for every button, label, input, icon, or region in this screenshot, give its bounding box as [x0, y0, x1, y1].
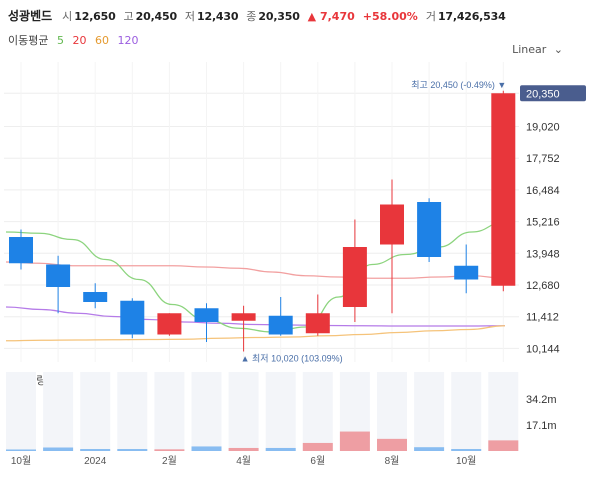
scale-mode: Linear	[512, 43, 547, 56]
y-tick-label: 11,412	[526, 312, 559, 324]
volume-bg	[80, 372, 111, 451]
volume-tick-label: 17.1m	[526, 420, 557, 432]
stock-header: 성광벤드 시 12,650 고 20,450 저 12,430 종 20,350…	[8, 7, 514, 25]
volume-bg	[377, 372, 407, 451]
ma20-line	[5, 261, 506, 279]
candle-body	[380, 204, 404, 245]
y-tick-label: 12,680	[526, 280, 560, 292]
candle-body	[305, 313, 330, 334]
volume-bg	[154, 372, 185, 451]
last-price-tag	[520, 85, 586, 102]
volume-bg	[117, 372, 148, 451]
volume-bar	[265, 447, 296, 451]
x-tick-label: 4월	[236, 455, 251, 467]
ma60-label: 60	[94, 34, 109, 47]
volume-bg	[228, 372, 259, 451]
high-annotation: 최고 20,450 (-0.49%) ▼	[411, 80, 506, 90]
low-price: 12,430	[197, 10, 239, 23]
volume-bar	[302, 442, 333, 451]
ma5-label: 5	[56, 34, 64, 47]
volume-bg	[302, 372, 333, 451]
scale-dropdown[interactable]: Linear ⌄	[512, 43, 563, 56]
volume-bg	[265, 372, 296, 451]
candle-body	[231, 313, 256, 321]
volume-bg	[43, 372, 74, 451]
y-tick-label: 13,948	[526, 248, 560, 260]
volume-bar	[451, 449, 482, 451]
ma120-line	[5, 306, 506, 327]
volume-bar	[6, 449, 36, 451]
price-change: ▲ 7,470	[307, 10, 355, 23]
volume-bg	[451, 372, 482, 451]
ma-title: 이동평균	[8, 34, 49, 47]
candle-body	[491, 93, 516, 286]
volume-bar	[339, 431, 370, 451]
open-price: 12,650	[74, 10, 116, 23]
volume-label: 거	[425, 10, 436, 23]
y-tick-label: 17,752	[526, 153, 560, 165]
close-price: 20,350	[258, 10, 300, 23]
y-tick-label: 10,144	[526, 343, 560, 355]
volume-bg	[6, 372, 36, 451]
volume-bar	[377, 438, 407, 451]
high-label: 고	[123, 10, 134, 23]
volume-bar	[488, 440, 519, 451]
candle-body	[157, 313, 182, 335]
candle-body	[83, 292, 108, 302]
moving-average-legend[interactable]: 이동평균 5 20 60 120	[8, 32, 143, 48]
high-price: 20,450	[135, 10, 177, 23]
x-tick-label: 10월	[11, 455, 31, 467]
candle-body	[268, 315, 293, 335]
volume-bg	[488, 372, 519, 451]
candle-body	[194, 308, 219, 322]
candle-body	[342, 247, 367, 307]
ma20-label: 20	[72, 34, 87, 47]
ma60-line	[5, 325, 506, 342]
y-tick-label: 16,484	[526, 185, 560, 197]
x-tick-label: 2월	[162, 455, 177, 467]
candle-body	[46, 264, 71, 287]
x-tick-label: 10월	[456, 455, 476, 467]
candle-body	[417, 202, 442, 257]
price-change-pct: +58.00%	[362, 10, 418, 23]
close-label: 종	[246, 10, 257, 23]
y-tick-label: 15,216	[526, 217, 560, 229]
y-tick-label: 20,350	[526, 88, 560, 100]
candle-body	[120, 300, 145, 335]
candle-body	[454, 265, 479, 280]
volume-bar	[228, 447, 259, 451]
volume-bg	[414, 372, 445, 451]
stock-name: 성광벤드	[8, 9, 53, 23]
ma120-label: 120	[117, 34, 139, 47]
volume-bar	[191, 446, 222, 451]
y-tick-label: 19,020	[526, 122, 560, 134]
low-label: 저	[184, 10, 196, 23]
volume-value: 17,426,534	[437, 10, 506, 23]
volume-bar	[154, 449, 185, 451]
x-tick-label: 6월	[310, 455, 325, 467]
volume-bg	[191, 372, 222, 451]
volume-bar	[43, 447, 74, 451]
chevron-down-icon: ⌄	[553, 43, 563, 56]
candle-body	[9, 237, 33, 264]
open-label: 시	[62, 10, 73, 23]
volume-bar	[80, 449, 111, 451]
x-tick-label: 8월	[385, 455, 400, 467]
volume-bar	[117, 449, 148, 451]
volume-bar	[414, 447, 445, 451]
x-tick-label: 2024	[84, 456, 107, 467]
volume-tick-label: 34.2m	[526, 394, 557, 406]
low-annotation: ▲ 최저 10,020 (103.09%)	[241, 354, 343, 364]
